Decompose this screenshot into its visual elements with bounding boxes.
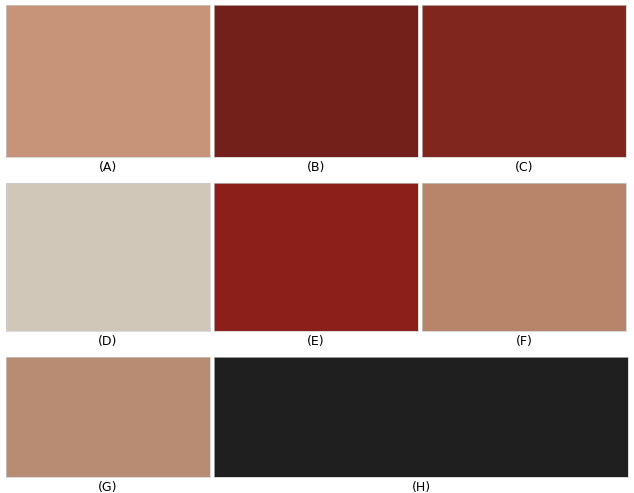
Text: (B): (B) <box>307 162 325 175</box>
Text: (E): (E) <box>307 336 325 349</box>
Text: (A): (A) <box>99 162 117 175</box>
Text: (C): (C) <box>515 162 533 175</box>
Text: (D): (D) <box>98 336 118 349</box>
Text: (F): (F) <box>515 336 533 349</box>
Text: (G): (G) <box>98 482 118 493</box>
Text: (H): (H) <box>411 482 430 493</box>
